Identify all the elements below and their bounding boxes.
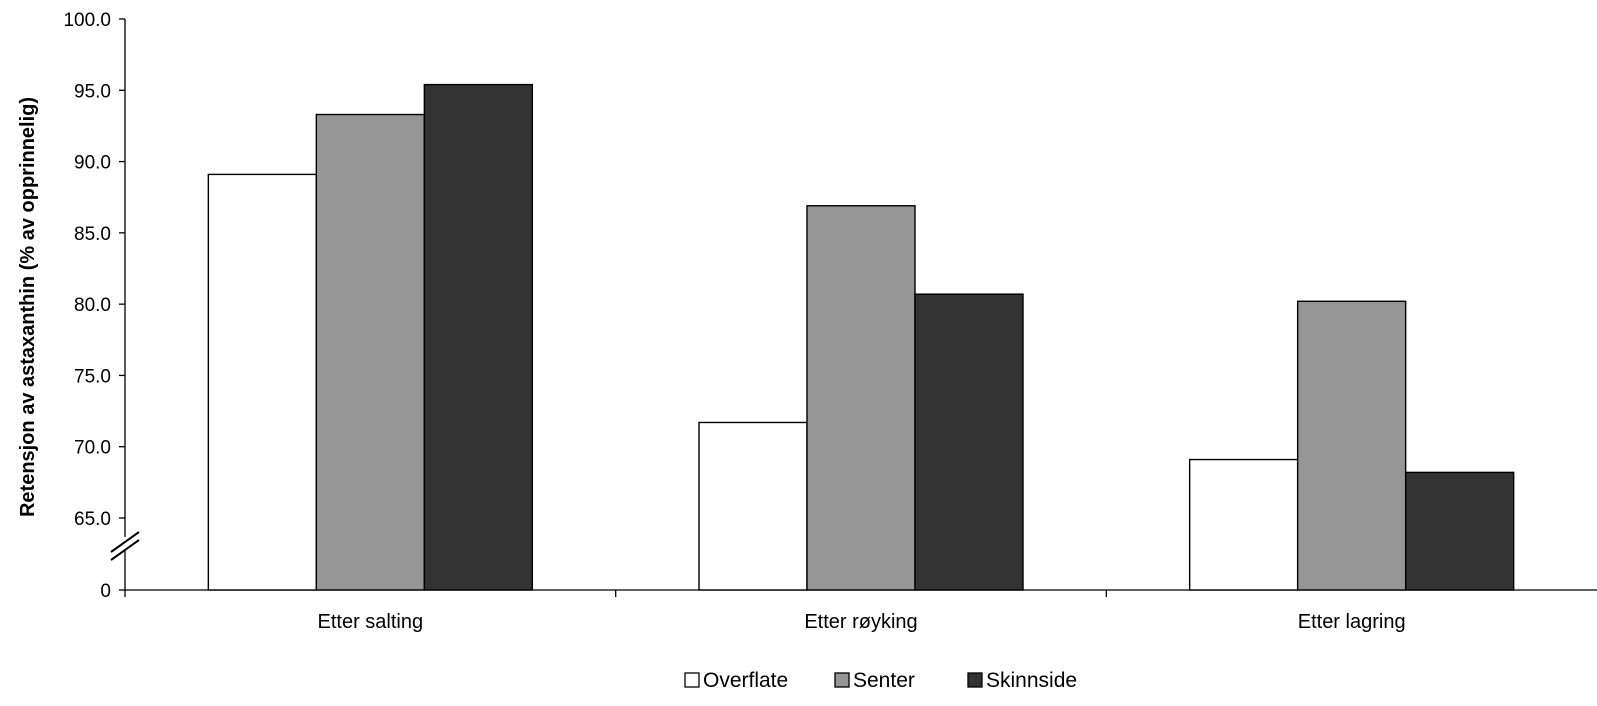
legend-swatch-senter [834,672,850,688]
y-tick-label: 0 [100,581,111,602]
legend-swatch-skinnside [967,672,983,688]
bar-senter [806,205,916,591]
y-tick-label: 90.0 [74,153,111,174]
y-tick-label: 75.0 [74,366,111,387]
y-tick-label: 95.0 [74,81,111,102]
legend-swatch-overflate [684,672,700,688]
y-tick-label: 65.0 [74,509,111,530]
y-tick-label: 80.0 [74,295,111,316]
legend: Overflate Senter Skinnside [684,669,1077,692]
axis-break-line [110,539,140,561]
x-category-label: Etter røyking [804,611,917,633]
x-axis: Etter salting Etter røyking Etter lagring [124,589,1597,633]
y-axis-title: Retensjon av astaxanthin (% av opprinnel… [17,97,39,517]
y-tick-label: 70.0 [74,438,111,459]
bar-overflate [1188,458,1299,591]
bars [207,83,1515,591]
x-category-label: Etter lagring [1298,611,1406,633]
bar-skinnside [423,83,534,591]
y-tick-label: 100.0 [63,10,111,31]
bar-senter [1296,300,1407,591]
legend-label-skinnside: Skinnside [986,669,1077,692]
legend-label-overflate: Overflate [703,669,788,692]
axis-break-marker [108,531,144,561]
legend-label-senter: Senter [853,669,915,692]
bar-senter [315,113,426,591]
bar-skinnside [914,293,1024,591]
bar-overflate [207,173,318,591]
bar-skinnside [1404,471,1515,591]
y-axis: 0 65.0 70.0 75.0 80.0 85.0 90.0 95.0 100.0 [63,10,144,602]
x-category-label: Etter salting [318,611,424,633]
y-tick-label: 85.0 [74,224,111,245]
axis-break-line [110,531,140,553]
bar-overflate [698,421,808,591]
